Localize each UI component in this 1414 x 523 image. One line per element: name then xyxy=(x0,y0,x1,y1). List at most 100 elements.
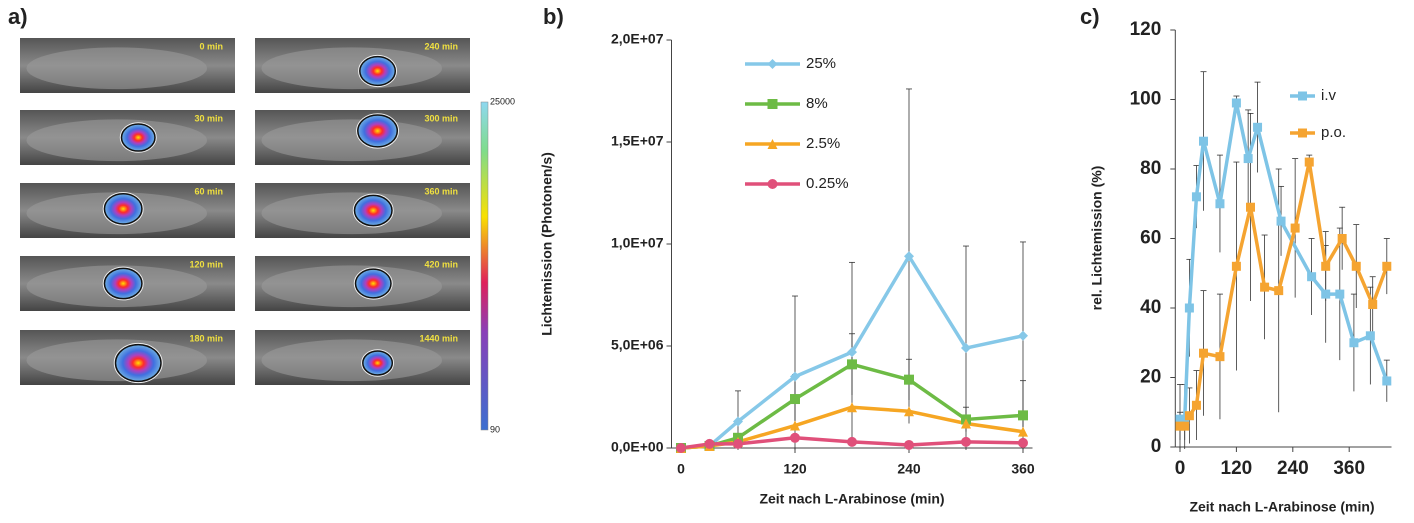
legend-label: 0.25% xyxy=(806,175,849,192)
marker xyxy=(1351,261,1361,271)
marker xyxy=(1298,91,1307,101)
y-tick-label: 120 xyxy=(1130,19,1162,40)
marker xyxy=(847,402,857,413)
marker xyxy=(790,420,800,431)
marker xyxy=(1260,282,1270,292)
marker xyxy=(1335,289,1345,299)
marker xyxy=(704,438,715,449)
marker xyxy=(767,139,778,149)
marker xyxy=(733,438,743,449)
x-tick-label: 120 xyxy=(783,461,807,477)
y-tick-label: 1,5E+07 xyxy=(611,133,664,149)
marker xyxy=(1180,421,1190,431)
marker xyxy=(1175,414,1185,424)
x-axis-label: Zeit nach L-Arabinose (min) xyxy=(1189,499,1374,515)
marker xyxy=(1184,411,1194,421)
marker xyxy=(1018,410,1028,421)
marker xyxy=(733,416,743,427)
marker xyxy=(1368,300,1378,310)
mouse-body xyxy=(261,265,443,308)
x-tick-label: 120 xyxy=(1221,458,1253,479)
colorbar-label: 90 xyxy=(490,424,500,434)
time-label: 120 min xyxy=(189,259,223,269)
marker xyxy=(1290,223,1300,233)
x-tick-label: 0 xyxy=(677,461,685,477)
marker xyxy=(1337,234,1347,243)
signal xyxy=(363,351,392,375)
time-label: 300 min xyxy=(424,113,458,123)
signal xyxy=(122,124,155,151)
signal xyxy=(358,115,397,147)
marker xyxy=(1382,376,1392,386)
mouse-body xyxy=(261,47,443,90)
marker xyxy=(1382,261,1392,271)
legend-label: 8% xyxy=(806,95,828,112)
signal xyxy=(105,194,142,224)
legend-label: p.o. xyxy=(1321,124,1346,141)
plot-area xyxy=(678,88,1026,450)
marker xyxy=(1018,426,1028,437)
y-tick-label: 0 xyxy=(1151,436,1162,457)
y-tick-label: 2,0E+07 xyxy=(611,31,664,47)
time-label: 180 min xyxy=(189,333,223,343)
time-label: 60 min xyxy=(194,186,223,196)
marker xyxy=(847,436,857,447)
y-tick-label: 60 xyxy=(1140,228,1161,249)
x-tick-label: 360 xyxy=(1011,461,1035,477)
marker xyxy=(904,406,914,417)
marker xyxy=(1018,437,1028,448)
y-axis-label: rel. Lichtemission (%) xyxy=(1089,166,1105,311)
time-label: 30 min xyxy=(194,113,223,123)
marker xyxy=(1321,261,1331,271)
panel-label: c) xyxy=(1080,4,1100,29)
x-tick-label: 0 xyxy=(1175,458,1186,479)
marker xyxy=(1199,136,1208,146)
marker xyxy=(1246,202,1255,212)
marker xyxy=(961,436,971,447)
marker xyxy=(1304,157,1314,167)
marker xyxy=(1231,261,1241,271)
marker xyxy=(1276,216,1286,226)
marker xyxy=(676,443,686,453)
marker xyxy=(790,432,800,443)
marker xyxy=(1175,421,1185,431)
x-tick-label: 240 xyxy=(897,461,921,477)
signal xyxy=(105,269,142,298)
time-label: 240 min xyxy=(424,41,458,51)
marker xyxy=(1199,348,1208,358)
marker xyxy=(961,343,971,354)
colorbar xyxy=(480,101,489,431)
legend-label: 25% xyxy=(806,55,836,72)
y-tick-label: 40 xyxy=(1140,297,1161,318)
marker xyxy=(1243,154,1253,164)
mouse-body xyxy=(261,192,443,235)
marker xyxy=(1321,289,1331,299)
legend-label: 2.5% xyxy=(806,135,840,152)
y-tick-label: 5,0E+06 xyxy=(611,337,664,353)
marker xyxy=(961,418,971,429)
marker xyxy=(767,59,778,69)
time-label: 420 min xyxy=(424,259,458,269)
panel-label: a) xyxy=(8,4,28,29)
signal xyxy=(355,196,392,225)
marker xyxy=(1253,122,1263,132)
x-axis-label: Zeit nach L-Arabinose (min) xyxy=(759,491,944,507)
marker xyxy=(1215,199,1225,209)
marker xyxy=(767,99,778,109)
y-tick-label: 100 xyxy=(1130,89,1162,110)
signal xyxy=(356,269,391,298)
time-label: 360 min xyxy=(424,186,458,196)
mouse-body xyxy=(26,47,208,90)
marker xyxy=(847,347,857,358)
x-tick-label: 360 xyxy=(1333,458,1365,479)
marker xyxy=(1184,303,1194,313)
marker xyxy=(790,394,800,405)
mouse-body xyxy=(261,119,443,162)
marker xyxy=(1274,286,1284,296)
series-line xyxy=(1180,101,1389,421)
y-tick-label: 80 xyxy=(1140,158,1161,179)
y-axis-label: Lichtemission (Photonen/s) xyxy=(539,152,555,336)
signal xyxy=(360,57,395,85)
mouse-body xyxy=(261,339,443,382)
marker xyxy=(1365,331,1375,341)
